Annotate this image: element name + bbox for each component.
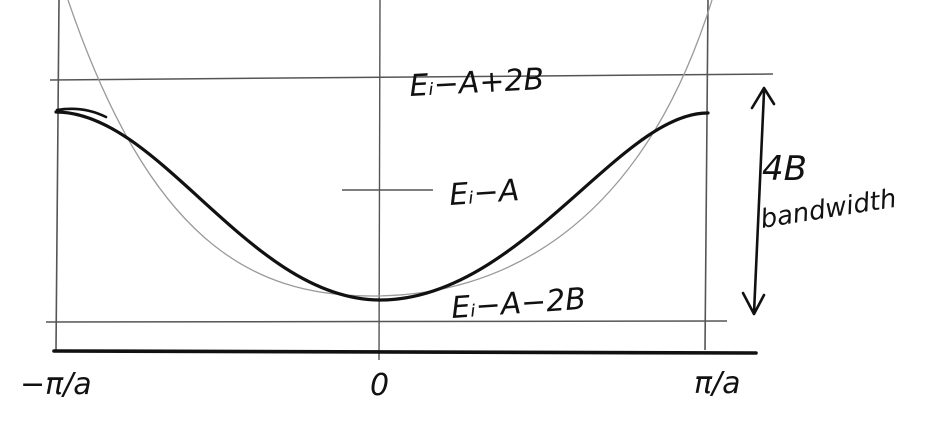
x-label-center: 0	[370, 368, 389, 403]
top-level-line	[49, 73, 774, 81]
band-curve-start-flick	[55, 107, 108, 119]
arrow-up-head-icon	[750, 86, 776, 110]
bandwidth-word-label: bandwidth	[758, 184, 898, 235]
bandwidth-arrow-shaft	[752, 90, 766, 315]
center-level-label: Eᵢ−A	[448, 173, 520, 213]
top-level-label: Eᵢ−A+2B	[409, 62, 545, 104]
right-boundary-line	[704, 0, 709, 351]
bottom-level-label: Eᵢ−A−2B	[450, 282, 587, 326]
bottom-level-line	[45, 320, 728, 323]
free-electron-parabola	[67, 0, 713, 297]
arrow-down-head-icon	[741, 291, 766, 316]
center-axis-line	[378, 0, 381, 361]
left-boundary-line	[55, 0, 60, 351]
k-axis-line	[52, 349, 758, 355]
x-label-right: π/a	[694, 366, 741, 401]
band-curve	[54, 110, 710, 302]
x-label-left: −π/a	[20, 367, 92, 402]
bandwidth-value-label: 4B	[762, 149, 807, 189]
